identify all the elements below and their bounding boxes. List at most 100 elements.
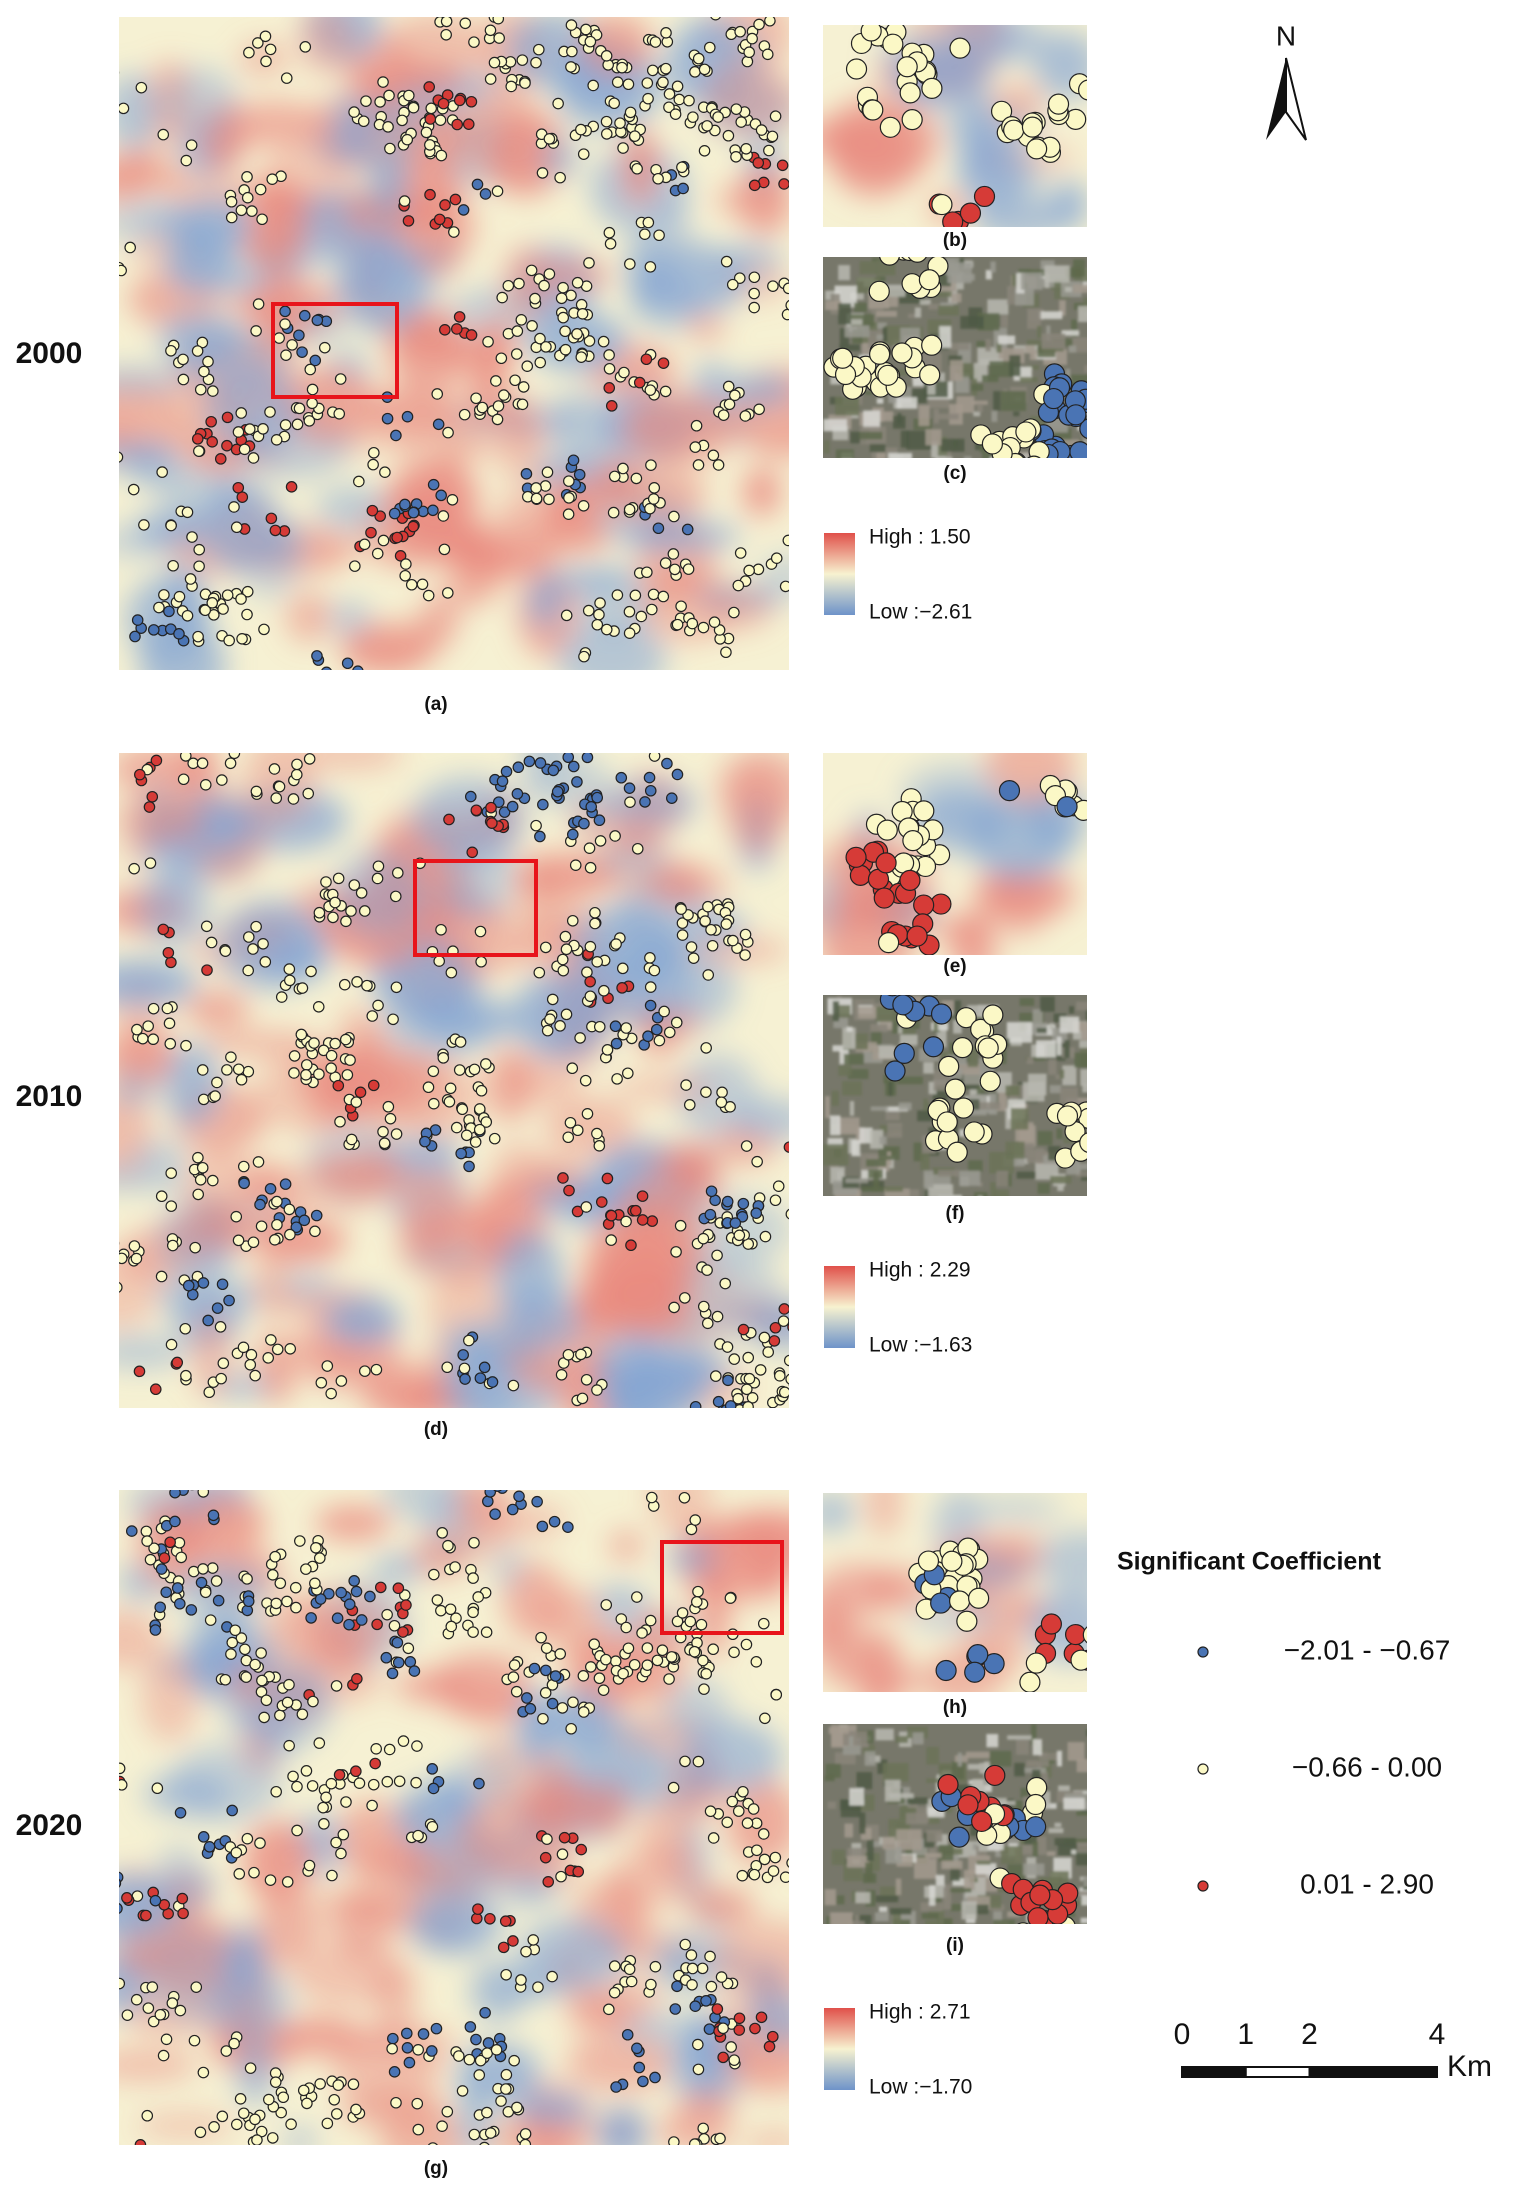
site	[119, 1878, 122, 1888]
site	[580, 23, 592, 36]
site	[360, 95, 372, 107]
site	[638, 228, 651, 241]
site	[646, 64, 659, 77]
imagery-block	[996, 1092, 1007, 1112]
site	[381, 1608, 393, 1621]
north-label: N	[1276, 20, 1296, 51]
site	[386, 2042, 398, 2055]
site	[430, 2022, 443, 2035]
site	[148, 1542, 160, 1555]
site	[229, 1624, 242, 1637]
site	[142, 1020, 154, 1032]
site	[610, 2081, 622, 2093]
site	[311, 650, 323, 662]
panel-label: (f)	[946, 1203, 965, 1224]
imagery-block	[967, 1045, 979, 1067]
high-area	[469, 361, 505, 399]
imagery-block	[926, 1778, 941, 1783]
site	[476, 401, 489, 414]
site	[712, 1395, 725, 1408]
imagery-block	[895, 1736, 908, 1743]
imagery-block	[851, 1914, 872, 1924]
site	[371, 547, 384, 560]
imagery-block	[972, 1843, 978, 1850]
site	[266, 173, 279, 185]
site	[441, 587, 454, 599]
site	[692, 1755, 705, 1768]
site	[482, 1495, 494, 1508]
site	[705, 1185, 718, 1198]
site	[121, 1892, 133, 1904]
site	[233, 1868, 246, 1880]
imagery-block	[837, 1117, 860, 1135]
high-area	[571, 1288, 666, 1325]
imagery-block	[921, 1913, 939, 1919]
site	[707, 449, 720, 462]
site	[306, 1780, 319, 1792]
site	[600, 115, 613, 128]
imagery-block	[1020, 272, 1043, 290]
imagery-block	[1026, 1056, 1034, 1064]
site	[584, 990, 597, 1003]
site	[255, 1686, 268, 1698]
site	[783, 1354, 789, 1367]
site	[351, 976, 363, 988]
imagery-block	[836, 1005, 851, 1018]
imagery-block	[896, 1854, 913, 1867]
high-area	[865, 1493, 903, 1539]
site	[941, 1550, 963, 1572]
site	[181, 506, 194, 519]
imagery-block	[863, 410, 881, 429]
site	[290, 1601, 302, 1614]
imagery-block	[1046, 325, 1051, 341]
site	[179, 753, 192, 762]
site	[397, 1735, 410, 1747]
site	[341, 657, 354, 670]
site	[1029, 1884, 1051, 1906]
site	[437, 510, 450, 522]
imagery-block	[993, 391, 1001, 411]
imagery-block	[977, 1195, 983, 1196]
site	[339, 1033, 352, 1046]
imagery-block	[1067, 1742, 1085, 1761]
imagery-block	[839, 328, 849, 346]
imagery-block	[1059, 300, 1066, 316]
imagery-block	[1060, 1087, 1078, 1103]
site	[559, 930, 572, 943]
imagery-block	[926, 1746, 939, 1765]
site	[446, 493, 459, 506]
site	[214, 1321, 227, 1333]
imagery-block	[1048, 1828, 1064, 1834]
site	[714, 2132, 726, 2145]
site	[397, 1626, 409, 1638]
imagery-block	[1007, 1735, 1032, 1740]
site	[242, 1595, 255, 1608]
site	[173, 590, 186, 603]
site	[1056, 1105, 1079, 1127]
site	[715, 1096, 728, 1109]
imagery-block	[885, 1186, 903, 1192]
imagery-block	[1068, 1006, 1075, 1014]
site	[254, 1198, 266, 1211]
high-area	[385, 1054, 478, 1140]
imagery-block	[960, 316, 984, 329]
site	[1025, 1793, 1047, 1816]
site	[173, 628, 185, 640]
legend-symbol	[1197, 1880, 1209, 1892]
imagery-block	[907, 313, 916, 319]
site	[730, 103, 743, 115]
imagery-block	[1032, 1739, 1042, 1756]
site	[374, 1581, 387, 1594]
imagery-block	[925, 1185, 931, 1196]
site	[319, 341, 331, 354]
site	[635, 610, 648, 623]
site	[411, 2097, 424, 2110]
site	[480, 1116, 493, 1128]
site	[192, 1188, 205, 1201]
high-area	[677, 2089, 738, 2119]
imagery-block	[823, 440, 830, 454]
site	[1028, 441, 1050, 458]
site	[685, 1949, 698, 1961]
site	[241, 1832, 254, 1845]
site	[141, 1535, 153, 1547]
